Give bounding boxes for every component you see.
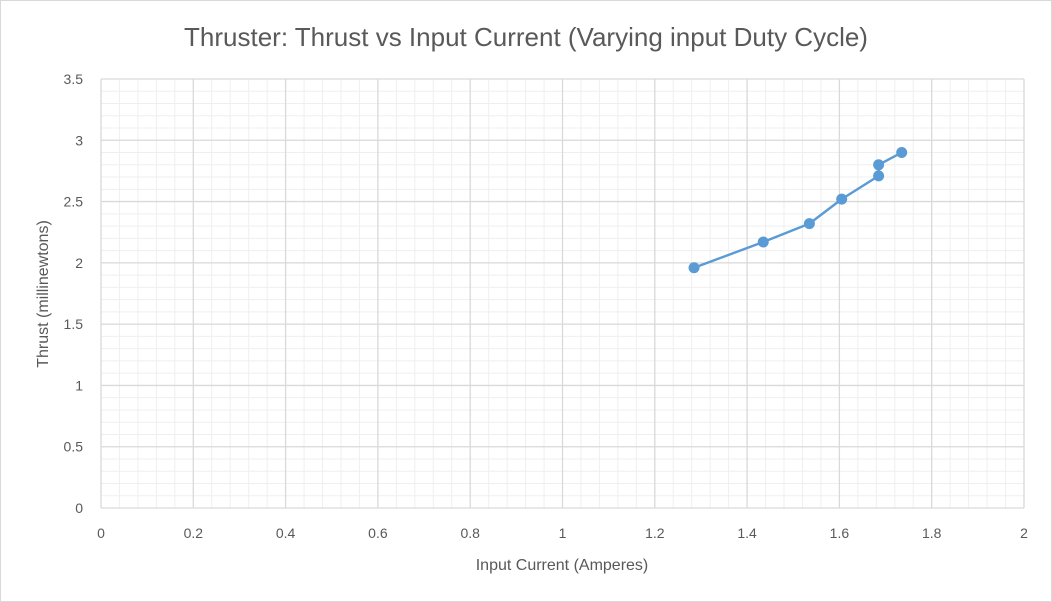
data-point <box>896 147 908 159</box>
y-tick-label: 3.5 <box>64 71 84 87</box>
x-tick-label: 0 <box>97 525 105 541</box>
x-tick-label: 2 <box>1020 525 1028 541</box>
y-tick-label: 3 <box>75 132 83 148</box>
y-tick-label: 2 <box>75 255 83 271</box>
x-tick-label: 1.8 <box>922 525 942 541</box>
data-point <box>836 193 848 205</box>
data-point <box>803 218 815 230</box>
data-point <box>873 170 885 182</box>
data-point <box>688 262 700 274</box>
major-gridlines <box>100 78 1025 509</box>
x-tick-label: 0.4 <box>276 525 296 541</box>
x-tick-label: 0.2 <box>184 525 204 541</box>
x-tick-labels: 0 0.2 0.4 0.6 0.8 1 1.2 1.4 1.6 1.8 2 <box>97 525 1028 541</box>
data-point <box>757 236 769 248</box>
minor-gridlines <box>101 79 1024 508</box>
data-point <box>873 159 885 171</box>
y-tick-label: 0 <box>75 500 83 516</box>
x-tick-label: 1.4 <box>737 525 757 541</box>
x-axis-title: Input Current (Amperes) <box>476 557 649 574</box>
x-tick-label: 1.2 <box>645 525 665 541</box>
chart-title: Thruster: Thrust vs Input Current (Varyi… <box>184 22 868 52</box>
x-tick-label: 1 <box>559 525 567 541</box>
x-tick-label: 0.8 <box>460 525 480 541</box>
y-tick-label: 1.5 <box>64 316 84 332</box>
y-tick-label: 1 <box>75 377 83 393</box>
series-group <box>688 147 908 274</box>
x-tick-label: 0.6 <box>368 525 388 541</box>
x-tick-label: 1.6 <box>830 525 850 541</box>
y-axis-title: Thrust (millinewtons) <box>35 220 52 368</box>
y-tick-label: 2.5 <box>64 194 84 210</box>
y-tick-label: 0.5 <box>64 439 84 455</box>
y-tick-labels: 0 0.5 1 1.5 2 2.5 3 3.5 <box>64 71 84 516</box>
